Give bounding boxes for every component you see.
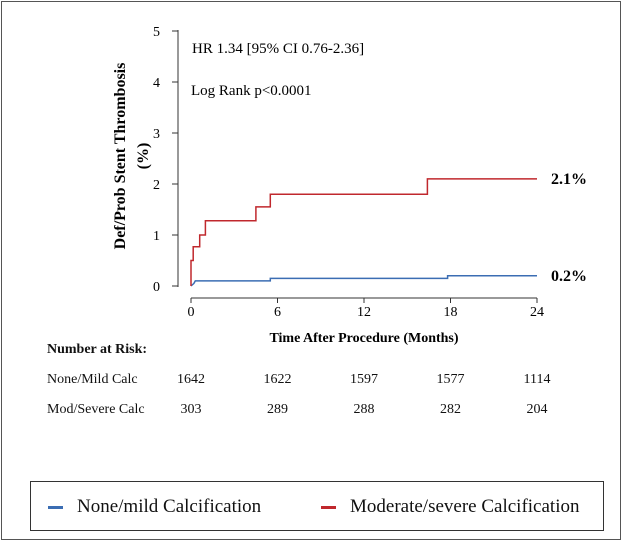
series-line-moderate-severe xyxy=(190,178,537,286)
x-tick-label: 18 xyxy=(444,305,458,320)
legend-item-none-mild: None/mild Calcification xyxy=(48,496,261,518)
logrank-annotation: Log Rank p<0.0001 xyxy=(191,83,312,99)
risk-value: 1622 xyxy=(263,372,292,387)
legend-label: Moderate/severe Calcification xyxy=(350,496,580,517)
y-tick-label: 3 xyxy=(153,127,160,142)
series-line-none-mild xyxy=(190,275,537,287)
risk-value: 204 xyxy=(526,402,548,417)
risk-value: 1577 xyxy=(436,372,465,387)
legend-label: None/mild Calcification xyxy=(77,496,262,517)
legend-item-moderate-severe: Moderate/severe Calcification xyxy=(321,496,579,518)
legend: None/mild Calcification Moderate/severe … xyxy=(30,481,604,531)
risk-table-title: Number at Risk: xyxy=(47,342,148,357)
y-axis-title-unit: (%) xyxy=(135,143,152,170)
x-axis-title: Time After Procedure (Months) xyxy=(269,331,458,346)
y-tick-label: 5 xyxy=(153,25,160,40)
y-tick-label: 1 xyxy=(153,229,160,244)
legend-swatch-blue xyxy=(48,505,63,509)
series-end-label: 2.1% xyxy=(551,171,587,188)
series-end-label: 0.2% xyxy=(551,268,587,285)
x-tick-label: 24 xyxy=(530,305,544,320)
x-tick-label: 12 xyxy=(357,305,371,320)
y-tick-label: 2 xyxy=(153,178,160,193)
x-tick-label: 0 xyxy=(188,305,195,320)
y-tick-label: 4 xyxy=(153,76,160,91)
risk-value: 288 xyxy=(353,402,375,417)
risk-value: 1642 xyxy=(177,372,205,387)
risk-row-label: Mod/Severe Calc xyxy=(47,402,145,417)
legend-swatch-red xyxy=(321,505,336,509)
x-tick-label: 6 xyxy=(274,305,281,320)
risk-value: 1114 xyxy=(523,372,551,387)
risk-value: 303 xyxy=(180,402,202,417)
hr-annotation: HR 1.34 [95% CI 0.76-2.36] xyxy=(192,41,364,57)
risk-value: 289 xyxy=(267,402,288,417)
risk-row-label: None/Mild Calc xyxy=(47,372,138,387)
y-tick-label: 0 xyxy=(153,280,160,295)
risk-value: 1597 xyxy=(350,372,378,387)
risk-value: 282 xyxy=(440,402,461,417)
y-axis-title: Def/Prob Stent Thrombosis xyxy=(112,63,129,250)
